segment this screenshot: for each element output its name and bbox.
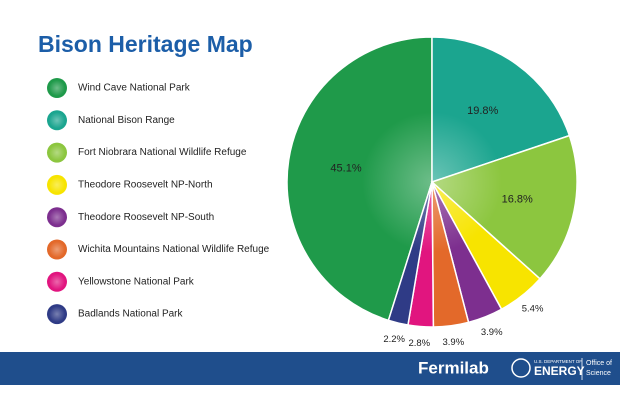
- footer-band: [0, 352, 620, 385]
- legend-label: Wichita Mountains National Wildlife Refu…: [78, 244, 270, 255]
- legend-label: Theodore Roosevelt NP-South: [78, 212, 214, 223]
- data-label: 5.4%: [522, 304, 544, 315]
- data-label: 19.8%: [467, 105, 498, 117]
- doe-logo: ENERGY: [534, 364, 585, 378]
- legend-label: Fort Niobrara National Wildlife Refuge: [78, 147, 247, 158]
- doe-top: U.S. DEPARTMENT OF: [534, 359, 582, 364]
- legend-swatch-shine: [49, 273, 65, 290]
- data-label: 3.9%: [481, 327, 503, 338]
- legend-swatch-shine: [49, 80, 65, 96]
- office-line2: Science: [586, 370, 611, 377]
- data-label: 3.9%: [443, 337, 465, 348]
- office-line1: Office of: [586, 360, 612, 367]
- legend-swatch-shine: [49, 209, 65, 226]
- data-label: 16.8%: [502, 193, 533, 205]
- legend-label: Wind Cave National Park: [78, 83, 191, 94]
- legend-swatch-shine: [49, 112, 65, 129]
- data-label: 2.2%: [383, 334, 405, 345]
- legend-label: Badlands National Park: [78, 309, 184, 320]
- legend-label: National Bison Range: [78, 115, 175, 126]
- legend-swatch-shine: [49, 144, 65, 161]
- doe-seal: [511, 358, 531, 378]
- legend-label: Theodore Roosevelt NP-North: [78, 180, 213, 191]
- legend-swatch-shine: [49, 241, 65, 258]
- legend-swatch-shine: [49, 306, 65, 323]
- legend-swatch-shine: [49, 176, 65, 193]
- legend-label: Yellowstone National Park: [78, 276, 195, 287]
- fermilab-logo: Fermilab: [418, 358, 489, 377]
- data-label: 2.8%: [408, 338, 430, 349]
- chart-title: Bison Heritage Map: [38, 31, 253, 57]
- data-label: 45.1%: [330, 163, 361, 175]
